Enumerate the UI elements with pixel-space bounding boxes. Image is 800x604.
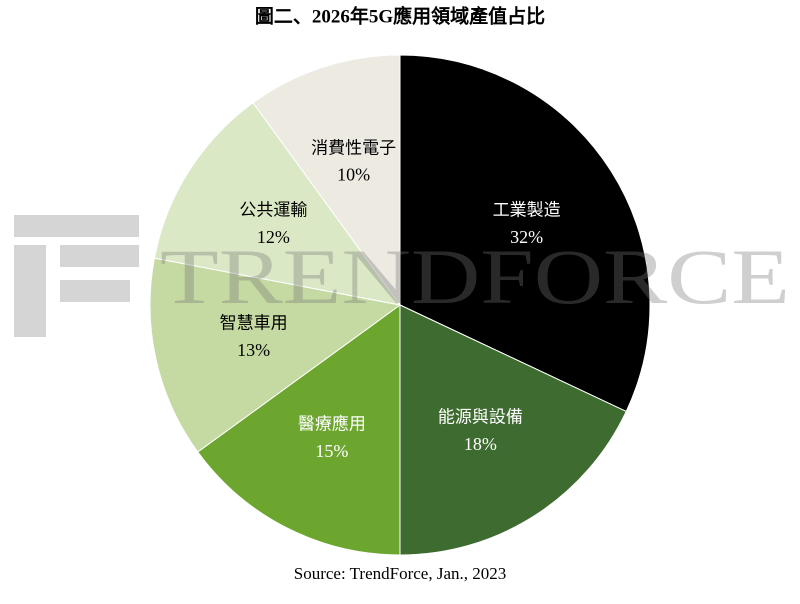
logo-part xyxy=(14,245,46,337)
value-label: 10% xyxy=(337,164,370,184)
logo-part xyxy=(60,280,130,302)
value-label: 15% xyxy=(315,441,348,461)
chart-title: 圖二、2026年5G應用領域產值占比 xyxy=(255,4,545,27)
value-label: 12% xyxy=(257,227,290,247)
pie-slice xyxy=(197,304,401,556)
pie-slice xyxy=(399,54,651,413)
slice-label: 醫療應用 xyxy=(298,414,366,435)
slice-label: 工業製造 xyxy=(493,201,561,221)
labels: 工業製造 32% 能源與設備 18% 醫療應用 15% 智慧車用 13% 公共運輸 12% 消費性電… xyxy=(220,138,561,460)
watermark: TRENDFORCE xyxy=(14,215,790,337)
slice-label: 公共運輸 xyxy=(239,201,307,221)
pie-slice xyxy=(149,257,402,453)
watermark-text: TRENDFORCE xyxy=(160,233,790,320)
pie-slice xyxy=(399,304,627,556)
logo-part xyxy=(60,245,139,267)
slice-label: 消費性電子 xyxy=(311,138,396,158)
source: Source: TrendForce, Jan., 2023 xyxy=(294,564,506,583)
logo-part xyxy=(14,215,139,237)
pie xyxy=(149,54,651,556)
value-label: 13% xyxy=(237,340,270,360)
value-label: 32% xyxy=(510,227,543,247)
pie-slice xyxy=(153,102,402,306)
slice-label: 能源與設備 xyxy=(438,408,523,428)
slice-label: 智慧車用 xyxy=(220,314,288,334)
pie-slice xyxy=(252,54,401,307)
value-label: 18% xyxy=(464,434,497,454)
